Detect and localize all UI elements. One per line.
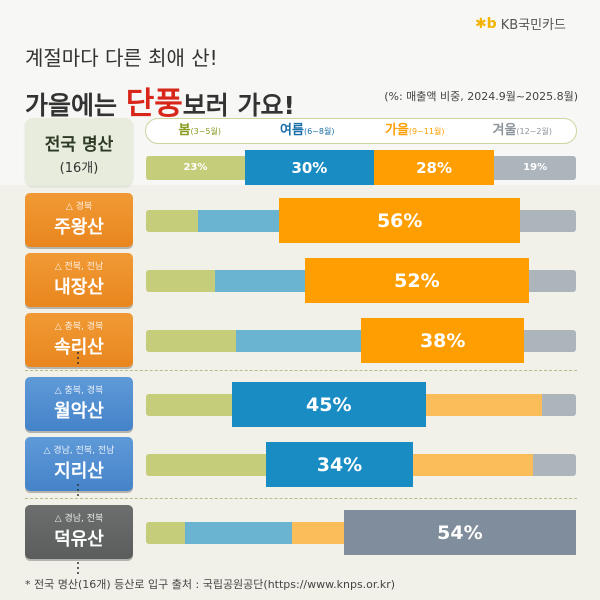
bar-segment-winter (533, 453, 576, 476)
stacked-bar: 34% (146, 442, 576, 487)
bar-segment-summer (184, 521, 293, 544)
data-label: 54% (437, 521, 483, 544)
data-label: 38% (419, 329, 466, 352)
legend-label: 겨울 (492, 123, 517, 138)
data-label: 45% (306, 393, 352, 416)
bar-segment-fall: 56% (279, 198, 521, 243)
bar-segment-fall: 28% (373, 150, 495, 185)
mountain-name: 주왕산 (54, 217, 104, 238)
bar-segment-fall (292, 521, 344, 544)
bar-segment-summer (197, 209, 280, 232)
bar-segment-spring (146, 269, 215, 292)
national-count: (16개) (59, 161, 99, 176)
stacked-bar: 56% (146, 198, 576, 243)
bar-segment-fall (412, 453, 533, 476)
legend-item-summer: 여름(6~8월) (254, 119, 362, 143)
bar-segment-spring (146, 393, 232, 416)
stacked-bar: 54% (146, 510, 576, 555)
bar-segment-spring: 23% (146, 155, 245, 180)
mountain-name: 속리산 (54, 337, 104, 358)
data-label: 34% (316, 453, 363, 476)
bar-segment-winter: 19% (494, 155, 576, 180)
stacked-bar: 52% (146, 258, 576, 303)
legend-range: (9~11월) (408, 127, 445, 136)
ellipsis-dots (77, 484, 80, 496)
footnote: * 전국 명산(16개) 등산로 입구 출처 : 국립공원공단(https://… (25, 578, 396, 591)
national-label-box: 전국 명산 (16개) (25, 118, 133, 186)
legend-label: 봄 (178, 123, 191, 138)
data-label: 30% (291, 158, 328, 177)
national-name: 전국 명산 (44, 135, 114, 155)
bar-segment-fall: 52% (305, 258, 529, 303)
title-highlight: 단풍 (125, 86, 183, 122)
mountain-region: △ 경남, 전북, 전남 (43, 446, 115, 456)
ellipsis-dots (77, 352, 80, 364)
mountain-region: △ 경남, 전북 (54, 514, 104, 524)
bar-segment-summer (214, 269, 306, 292)
brand-name: KB국민카드 (500, 18, 566, 33)
stacked-bar: 45% (146, 382, 576, 427)
legend-range: (3~5월) (190, 127, 221, 136)
legend-item-spring: 봄(3~5월) (146, 119, 254, 143)
data-label: 56% (376, 209, 423, 232)
legend-label: 여름 (280, 123, 304, 138)
bar-segment-spring (146, 329, 237, 352)
legend-item-winter: 겨울(12~2월) (469, 119, 577, 143)
data-label: 52% (394, 269, 440, 292)
title-pre: 가을에는 (25, 91, 126, 120)
mountain-name: 덕유산 (54, 529, 104, 550)
bar-segment-winter (528, 269, 576, 292)
legend-item-fall: 가을(9~11월) (361, 119, 469, 143)
bar-segment-fall: 38% (361, 318, 525, 363)
mountain-region: △ 충북, 경북 (54, 322, 104, 332)
mountain-name: 월악산 (54, 401, 104, 422)
kb-star-icon: ✱b (474, 15, 497, 32)
legend-label: 가을 (385, 123, 409, 138)
legend-range: (12~2월) (516, 127, 552, 136)
mountain-name: 내장산 (54, 277, 104, 298)
bar-segment-winter (541, 393, 576, 416)
bar-segment-summer: 45% (232, 382, 426, 427)
title-post: 보러 가요! (182, 91, 295, 120)
mountain-region: △ 충북, 경북 (54, 386, 104, 396)
bar-segment-winter (520, 209, 576, 232)
bar-segment-winter: 54% (343, 510, 576, 555)
ellipsis-dots (77, 562, 80, 574)
bar-segment-summer: 30% (244, 150, 374, 185)
bar-segment-spring (146, 209, 198, 232)
stacked-bar: 38% (146, 318, 576, 363)
data-label: 23% (183, 162, 208, 173)
divider (25, 370, 577, 371)
bar-segment-spring (146, 453, 267, 476)
bar-segment-fall (425, 393, 542, 416)
stacked-bar: 23% 30% 28% 19% (146, 150, 576, 185)
legend-range: (6~8월) (303, 127, 335, 136)
title-line1: 계절마다 다른 최애 산! (25, 46, 218, 70)
data-label: 19% (523, 162, 548, 173)
mountain-region: △ 경북 (65, 202, 93, 212)
bar-segment-summer (236, 329, 361, 352)
data-label: 28% (416, 158, 453, 177)
title-line2: 가을에는 단풍보러 가요! (25, 78, 295, 123)
bar-segment-summer: 34% (266, 442, 413, 487)
brand-logo: ✱b KB국민카드 (474, 14, 566, 34)
divider (25, 498, 577, 499)
season-legend: 봄(3~5월) 여름(6~8월) 가을(9~11월) 겨울(12~2월) (145, 118, 577, 144)
mountain-region: △ 전북, 전남 (54, 262, 104, 272)
mountain-name: 지리산 (54, 461, 104, 482)
unit-note: (%: 매출액 비중, 2024.9월~2025.8월) (384, 90, 578, 103)
bar-segment-spring (146, 521, 185, 544)
bar-segment-winter (524, 329, 576, 352)
